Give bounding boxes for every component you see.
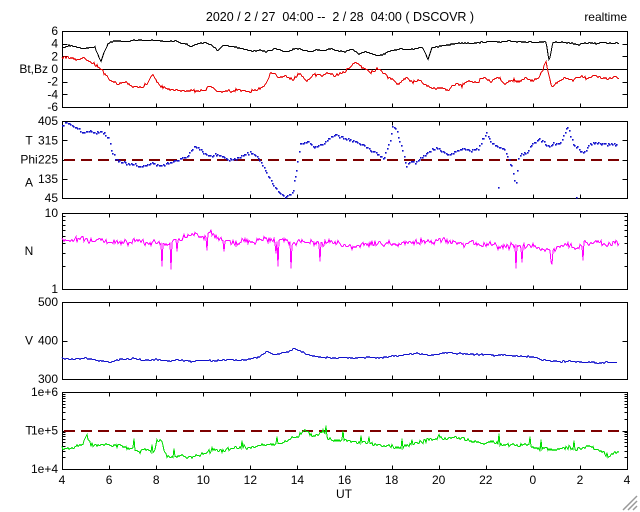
- x-tick-label: 14: [291, 473, 305, 487]
- resize-grip[interactable]: [622, 495, 638, 511]
- x-tick-label: 0: [529, 473, 536, 487]
- y-tick-label: -2: [47, 75, 58, 89]
- x-tick-label: 10: [197, 473, 211, 487]
- x-tick-label: 4: [624, 473, 631, 487]
- y-tick-label: -4: [47, 87, 58, 101]
- panel-frames: [62, 31, 628, 470]
- y-tick-label: 225: [38, 153, 58, 167]
- y-tick-label: 300: [38, 372, 58, 386]
- y-tick-label: 1e+6: [31, 385, 58, 399]
- y-tick-label: 1e+4: [31, 462, 58, 476]
- y-tick-label: -6: [47, 100, 58, 114]
- x-tick-label: 4: [59, 473, 66, 487]
- y-tick-label: 45: [45, 191, 59, 205]
- realtime-badge: realtime: [584, 10, 627, 24]
- y-tick-label: 400: [38, 334, 58, 348]
- x-tick-label: 20: [432, 473, 446, 487]
- y-tick-label: 2: [51, 49, 58, 63]
- panel-frame-speed: [62, 302, 628, 380]
- data-traces: [61, 38, 627, 460]
- y-tick-label: 315: [38, 133, 58, 147]
- resize-grip-line: [622, 495, 638, 511]
- panel-label-phi-angle: A: [25, 176, 33, 190]
- panel-label-phi-angle: T: [25, 133, 33, 147]
- panel-label-density: N: [25, 244, 34, 258]
- panel-frame-density: [62, 213, 628, 290]
- y-tick-label: 1: [51, 282, 58, 296]
- y-tick-label: 405: [38, 114, 58, 128]
- y-tick-label: 1e+5: [31, 424, 58, 438]
- v-trace: [61, 348, 617, 365]
- resize-grip-line: [632, 505, 638, 511]
- bz-trace: [61, 56, 619, 94]
- plot-title: 2020 / 2 / 27 04:00 -- 2 / 28 04:00 ( DS…: [206, 10, 474, 24]
- t-trace: [61, 425, 620, 460]
- y-tick-label: 6: [51, 24, 58, 38]
- x-tick-label: 6: [106, 473, 113, 487]
- y-tick-label: 4: [51, 37, 58, 51]
- y-tick-label: 500: [38, 295, 58, 309]
- phi-dots: [62, 122, 618, 199]
- resize-grip-line: [627, 500, 638, 511]
- x-tick-label: 12: [244, 473, 258, 487]
- y-tick-label: 0: [51, 62, 58, 76]
- x-tick-label: 18: [385, 473, 399, 487]
- axis-labels: 6420-2-4-6Bt,Bz40531522513545TPhiA101N50…: [19, 24, 630, 487]
- panel-label-temperature: T: [25, 424, 33, 438]
- x-tick-label: 22: [479, 473, 493, 487]
- x-tick-label: 16: [338, 473, 352, 487]
- y-tick-label: 10: [45, 206, 59, 220]
- x-tick-label: 8: [153, 473, 160, 487]
- n-trace: [61, 229, 620, 270]
- bt-trace: [61, 38, 619, 63]
- x-axis-title: UT: [336, 487, 353, 501]
- panel-label-speed: V: [25, 334, 33, 348]
- x-tick-label: 2: [577, 473, 584, 487]
- panel-label-phi-angle: Phi: [20, 153, 37, 167]
- panel-label-magnetic-field: Bt,Bz: [19, 62, 48, 76]
- y-tick-label: 135: [38, 172, 58, 186]
